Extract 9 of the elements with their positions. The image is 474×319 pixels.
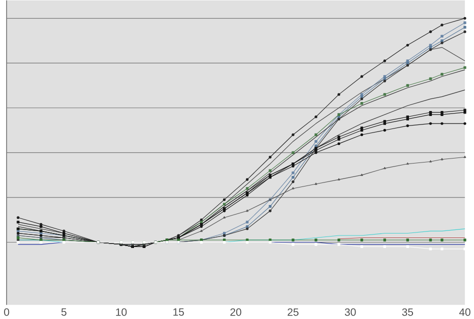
x-tick-label: 5	[61, 308, 66, 316]
x-tick-label: 30	[344, 308, 356, 316]
x-tick-label: 40	[459, 308, 470, 316]
x-tick-label: 0	[4, 308, 10, 316]
x-tick-label: 10	[116, 308, 127, 316]
x-tick-label: 35	[402, 308, 414, 316]
x-tick-label: 20	[230, 308, 242, 316]
x-tick-label: 15	[173, 308, 184, 316]
x-tick-label: 25	[288, 308, 298, 316]
